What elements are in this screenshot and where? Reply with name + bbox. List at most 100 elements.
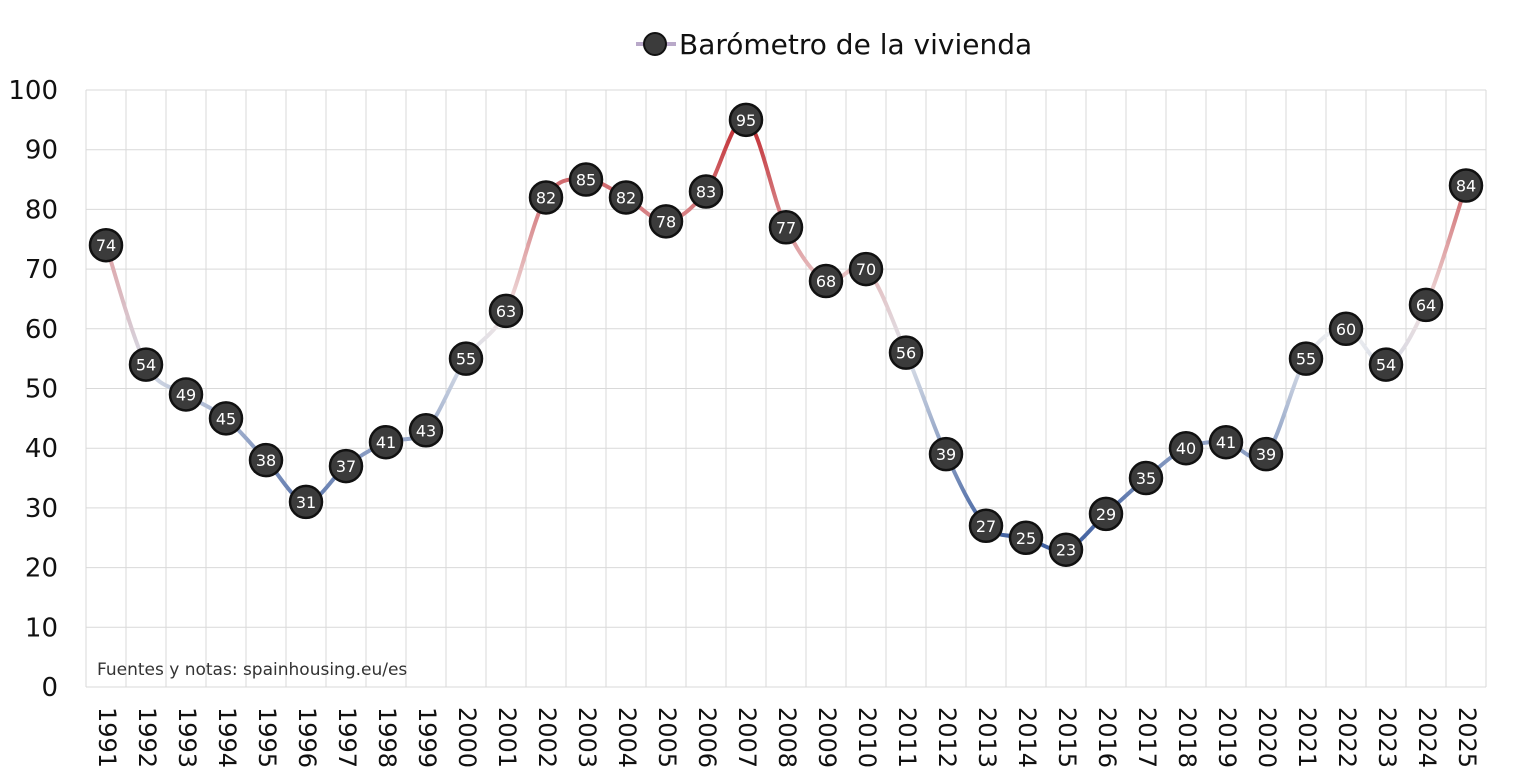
data-point [568,162,604,197]
data-label: 55 [1296,350,1316,369]
data-point [608,180,644,215]
data-label: 37 [336,457,356,476]
x-tick-label: 2009 [813,707,841,768]
x-tick-label: 2017 [1133,707,1161,768]
data-point [528,180,564,215]
data-point [1088,496,1124,532]
data-label: 60 [1336,320,1356,339]
x-tick-label: 2016 [1093,707,1121,768]
data-point [1248,436,1284,472]
data-point [808,263,844,299]
data-label: 49 [176,385,196,404]
x-tick-label: 2021 [1293,707,1321,768]
data-point [248,442,284,478]
data-label: 27 [976,517,996,536]
data-label: 74 [96,236,116,255]
y-tick-label: 20 [25,554,58,584]
data-label: 29 [1096,505,1116,524]
data-point [1128,460,1164,496]
x-axis: 1991 1992 1993 1994 1995 1996 1997 1998 1999 2000… [93,707,1481,768]
x-tick-label: 2018 [1173,707,1201,768]
data-point [728,102,764,138]
y-tick-label: 10 [25,613,58,643]
y-tick-label: 40 [25,434,58,464]
x-tick-label: 2004 [613,707,641,768]
data-label: 56 [896,344,916,363]
x-tick-label: 1991 [93,707,121,768]
x-tick-label: 1992 [133,707,161,768]
x-tick-label: 1996 [293,707,321,768]
data-label: 55 [456,350,476,369]
y-tick-label: 70 [25,255,58,285]
x-tick-label: 1999 [413,707,441,768]
data-label: 63 [496,302,516,321]
y-tick-label: 60 [25,315,58,345]
data-point [1048,532,1084,567]
data-label: 41 [376,433,396,452]
data-points: 74 54 49 45 38 31 37 41 43 55 63 82 85 82 78 83 95 77 68 70… [88,102,1484,567]
data-label: 54 [1376,356,1396,375]
data-label: 84 [1456,177,1476,196]
data-label: 25 [1016,529,1036,548]
data-point [168,377,204,412]
data-point [368,424,404,460]
x-tick-label: 2003 [573,707,601,768]
data-point [688,174,724,209]
data-label: 70 [856,260,876,279]
x-tick-label: 2024 [1413,707,1441,768]
y-tick-label: 30 [25,494,58,524]
data-point [968,508,1004,544]
legend-label: Barómetro de la vivienda [679,28,1032,61]
x-tick-label: 2012 [933,707,961,768]
y-axis: 0 10 20 30 40 50 60 70 80 90 100 [8,76,58,703]
data-point [1168,430,1204,466]
data-label: 45 [216,409,236,428]
data-point [488,293,524,329]
y-tick-label: 100 [8,76,58,106]
x-tick-label: 2005 [653,707,681,768]
data-label: 31 [296,493,316,512]
x-tick-label: 2000 [453,707,481,768]
data-point [768,210,804,245]
data-label: 78 [656,212,676,231]
legend-marker-icon [643,32,667,56]
x-tick-label: 1998 [373,707,401,768]
x-tick-label: 1995 [253,707,281,768]
data-point [848,251,884,287]
data-label: 23 [1056,541,1076,560]
data-label: 68 [816,272,836,291]
x-tick-label: 2010 [853,707,881,768]
data-label: 41 [1216,433,1236,452]
data-label: 95 [736,111,756,130]
x-tick-label: 2014 [1013,707,1041,768]
data-point [328,448,364,484]
data-point [128,347,164,382]
data-label: 85 [576,171,596,190]
x-tick-label: 2019 [1213,707,1241,768]
data-label: 39 [936,445,956,464]
x-tick-label: 1997 [333,707,361,768]
data-label: 35 [1136,469,1156,488]
data-point [88,227,124,263]
x-tick-label: 2001 [493,707,521,768]
x-tick-label: 1993 [173,707,201,768]
data-point [408,413,444,448]
x-tick-label: 2025 [1453,707,1481,768]
data-point [1448,168,1484,203]
data-point [1208,424,1244,460]
x-tick-label: 2022 [1333,707,1361,768]
x-tick-label: 2020 [1253,707,1281,768]
x-tick-label: 2002 [533,707,561,768]
data-point [1008,520,1044,555]
data-point [1328,311,1364,347]
y-tick-label: 50 [25,375,58,405]
legend: Barómetro de la vivienda [636,28,1032,61]
data-point [1408,287,1444,323]
data-label: 82 [616,188,636,207]
data-label: 54 [136,356,156,375]
x-tick-label: 2007 [733,707,761,768]
source-note: Fuentes y notas: spainhousing.eu/es [97,660,407,680]
data-label: 39 [1256,445,1276,464]
x-tick-label: 2015 [1053,707,1081,768]
